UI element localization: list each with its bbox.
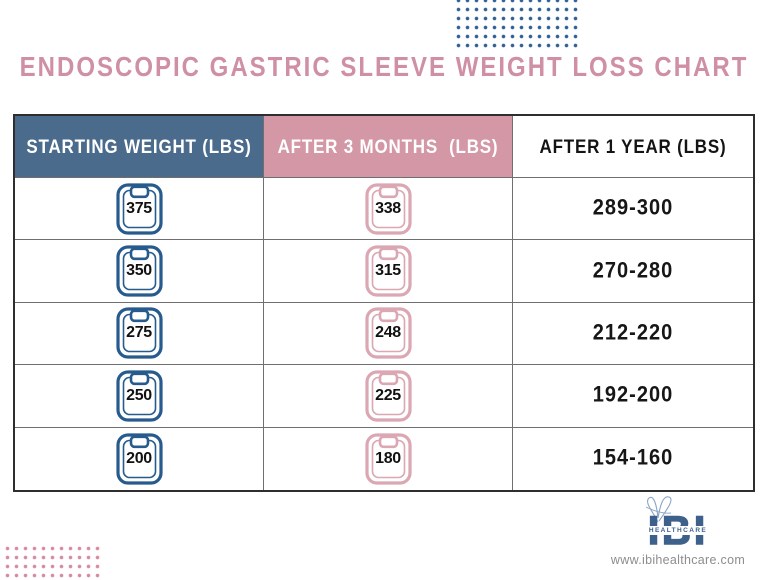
weight-scale-icon: 350 [115, 245, 163, 297]
table-cell-starting-weight: 375 [15, 178, 264, 241]
weight-scale-icon: 315 [364, 245, 412, 297]
weight-value: 225 [375, 386, 401, 404]
ibi-healthcare-logo: IBI HEALTHCARE www.ibihealthcare.com [598, 496, 758, 572]
table-cell-after-3-months: 180 [264, 427, 513, 490]
table-cell-after-1-year: 192-200 [513, 365, 753, 428]
table-cell-after-3-months: 248 [264, 302, 513, 366]
weight-range-value: 289-300 [592, 196, 674, 221]
table-cell-starting-weight: 250 [15, 365, 264, 428]
weight-scale-icon: 250 [115, 370, 163, 422]
table-cell-starting-weight: 275 [15, 302, 264, 366]
column-header-after-3-months: AFTER 3 MONTHS (LBS) [264, 116, 513, 178]
weight-value: 250 [126, 386, 152, 404]
weight-scale-icon: 375 [115, 183, 163, 235]
column-header-label: STARTING WEIGHT (LBS) [26, 135, 252, 157]
table-cell-after-3-months: 338 [264, 178, 513, 241]
weight-value: 180 [375, 449, 401, 467]
dot-grid-bottom-icon [3, 544, 103, 580]
page-title: ENDOSCOPIC GASTRIC SLEEVE WEIGHT LOSS CH… [19, 51, 749, 83]
column-header-label: AFTER 1 YEAR (LBS) [539, 135, 727, 157]
weight-loss-table: STARTING WEIGHT (LBS) AFTER 3 MONTHS (LB… [13, 114, 755, 492]
weight-value: 375 [126, 199, 152, 217]
weight-range-value: 154-160 [592, 446, 674, 471]
logo-wordmark: IBI HEALTHCARE [598, 509, 758, 553]
table-cell-starting-weight: 350 [15, 240, 264, 303]
logo-subtext: HEALTHCARE [645, 526, 711, 535]
table-cell-after-3-months: 225 [264, 365, 513, 428]
weight-value: 350 [126, 262, 152, 280]
table-cell-after-3-months: 315 [264, 240, 513, 303]
weight-range-value: 212-220 [592, 320, 674, 346]
weight-value: 275 [126, 324, 152, 342]
weight-scale-icon: 248 [364, 307, 412, 360]
column-header-after-1-year: AFTER 1 YEAR (LBS) [513, 116, 753, 178]
table-cell-after-1-year: 212-220 [513, 303, 753, 366]
weight-scale-icon: 275 [115, 307, 163, 360]
weight-scale-icon: 180 [364, 433, 412, 485]
table-cell-after-1-year: 154-160 [513, 428, 753, 490]
weight-scale-icon: 225 [364, 370, 412, 422]
weight-scale-icon: 200 [115, 433, 163, 485]
dot-grid-top-icon [454, 0, 578, 48]
table-cell-starting-weight: 200 [15, 427, 264, 490]
column-header-label: AFTER 3 MONTHS (LBS) [277, 135, 499, 157]
weight-value: 200 [126, 449, 152, 467]
table-cell-after-1-year: 289-300 [513, 178, 753, 241]
table-cell-after-1-year: 270-280 [513, 240, 753, 303]
weight-range-value: 192-200 [592, 383, 674, 408]
column-header-starting-weight: STARTING WEIGHT (LBS) [15, 116, 264, 178]
weight-value: 338 [375, 199, 401, 217]
website-url: www.ibihealthcare.com [610, 553, 746, 567]
weight-scale-icon: 338 [364, 183, 412, 235]
butterfly-icon [645, 496, 672, 523]
weight-value: 248 [375, 324, 401, 342]
weight-value: 315 [375, 262, 401, 280]
weight-range-value: 270-280 [592, 258, 674, 283]
